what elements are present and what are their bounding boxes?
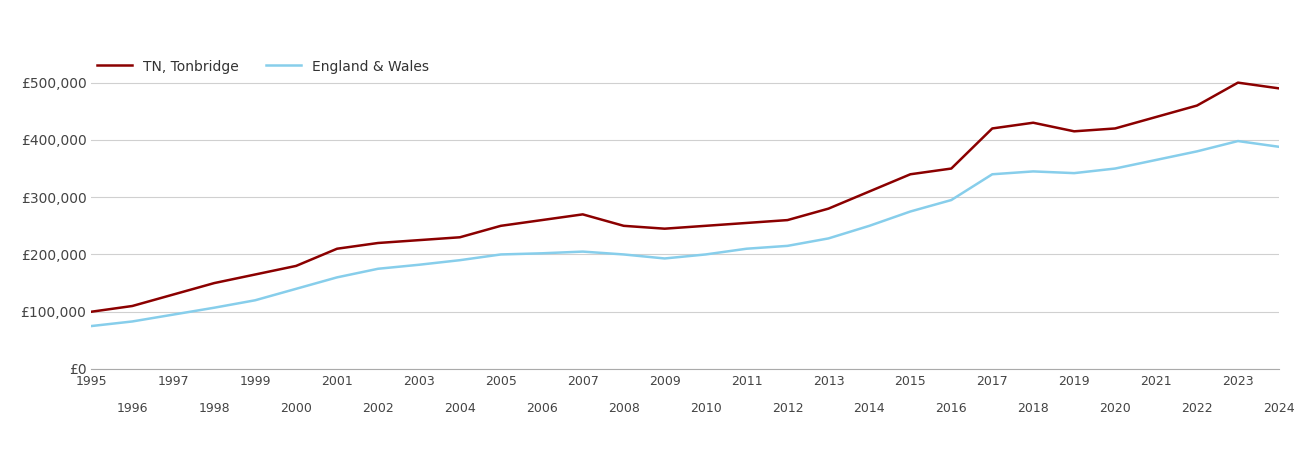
TN, Tonbridge	[739, 220, 754, 225]
TN, Tonbridge	[534, 217, 549, 223]
England & Wales	[248, 297, 264, 303]
England & Wales	[452, 257, 467, 263]
TN, Tonbridge	[1231, 80, 1246, 86]
England & Wales	[779, 243, 795, 248]
TN, Tonbridge	[616, 223, 632, 229]
England & Wales	[166, 312, 181, 317]
TN, Tonbridge	[288, 263, 304, 269]
England & Wales	[329, 274, 345, 280]
England & Wales	[616, 252, 632, 257]
TN, Tonbridge	[329, 246, 345, 252]
TN, Tonbridge	[1271, 86, 1287, 91]
Legend: TN, Tonbridge, England & Wales: TN, Tonbridge, England & Wales	[91, 54, 435, 79]
TN, Tonbridge	[411, 238, 427, 243]
England & Wales	[124, 319, 140, 324]
TN, Tonbridge	[1107, 126, 1122, 131]
England & Wales	[698, 252, 714, 257]
TN, Tonbridge	[371, 240, 386, 246]
TN, Tonbridge	[944, 166, 959, 171]
TN, Tonbridge	[1148, 114, 1164, 120]
England & Wales	[84, 324, 99, 329]
TN, Tonbridge	[779, 217, 795, 223]
England & Wales	[1231, 138, 1246, 144]
England & Wales	[371, 266, 386, 271]
England & Wales	[903, 209, 919, 214]
TN, Tonbridge	[903, 171, 919, 177]
TN, Tonbridge	[984, 126, 1000, 131]
England & Wales	[493, 252, 509, 257]
England & Wales	[1026, 169, 1041, 174]
TN, Tonbridge	[452, 234, 467, 240]
TN, Tonbridge	[84, 309, 99, 315]
England & Wales	[1107, 166, 1122, 171]
England & Wales	[576, 249, 591, 254]
England & Wales	[1271, 144, 1287, 149]
England & Wales	[739, 246, 754, 252]
TN, Tonbridge	[206, 280, 222, 286]
England & Wales	[1189, 148, 1205, 154]
TN, Tonbridge	[698, 223, 714, 229]
TN, Tonbridge	[1066, 129, 1082, 134]
TN, Tonbridge	[576, 212, 591, 217]
England & Wales	[656, 256, 672, 261]
England & Wales	[1066, 171, 1082, 176]
England & Wales	[821, 236, 837, 241]
England & Wales	[534, 251, 549, 256]
TN, Tonbridge	[493, 223, 509, 229]
England & Wales	[411, 262, 427, 267]
England & Wales	[1148, 157, 1164, 162]
England & Wales	[206, 305, 222, 310]
TN, Tonbridge	[1189, 103, 1205, 108]
Line: England & Wales: England & Wales	[91, 141, 1279, 326]
TN, Tonbridge	[861, 189, 877, 194]
England & Wales	[944, 198, 959, 203]
TN, Tonbridge	[166, 292, 181, 297]
Line: TN, Tonbridge: TN, Tonbridge	[91, 83, 1279, 312]
TN, Tonbridge	[1026, 120, 1041, 126]
England & Wales	[288, 286, 304, 292]
England & Wales	[861, 223, 877, 229]
TN, Tonbridge	[248, 272, 264, 277]
TN, Tonbridge	[821, 206, 837, 211]
TN, Tonbridge	[656, 226, 672, 231]
TN, Tonbridge	[124, 303, 140, 309]
England & Wales	[984, 171, 1000, 177]
